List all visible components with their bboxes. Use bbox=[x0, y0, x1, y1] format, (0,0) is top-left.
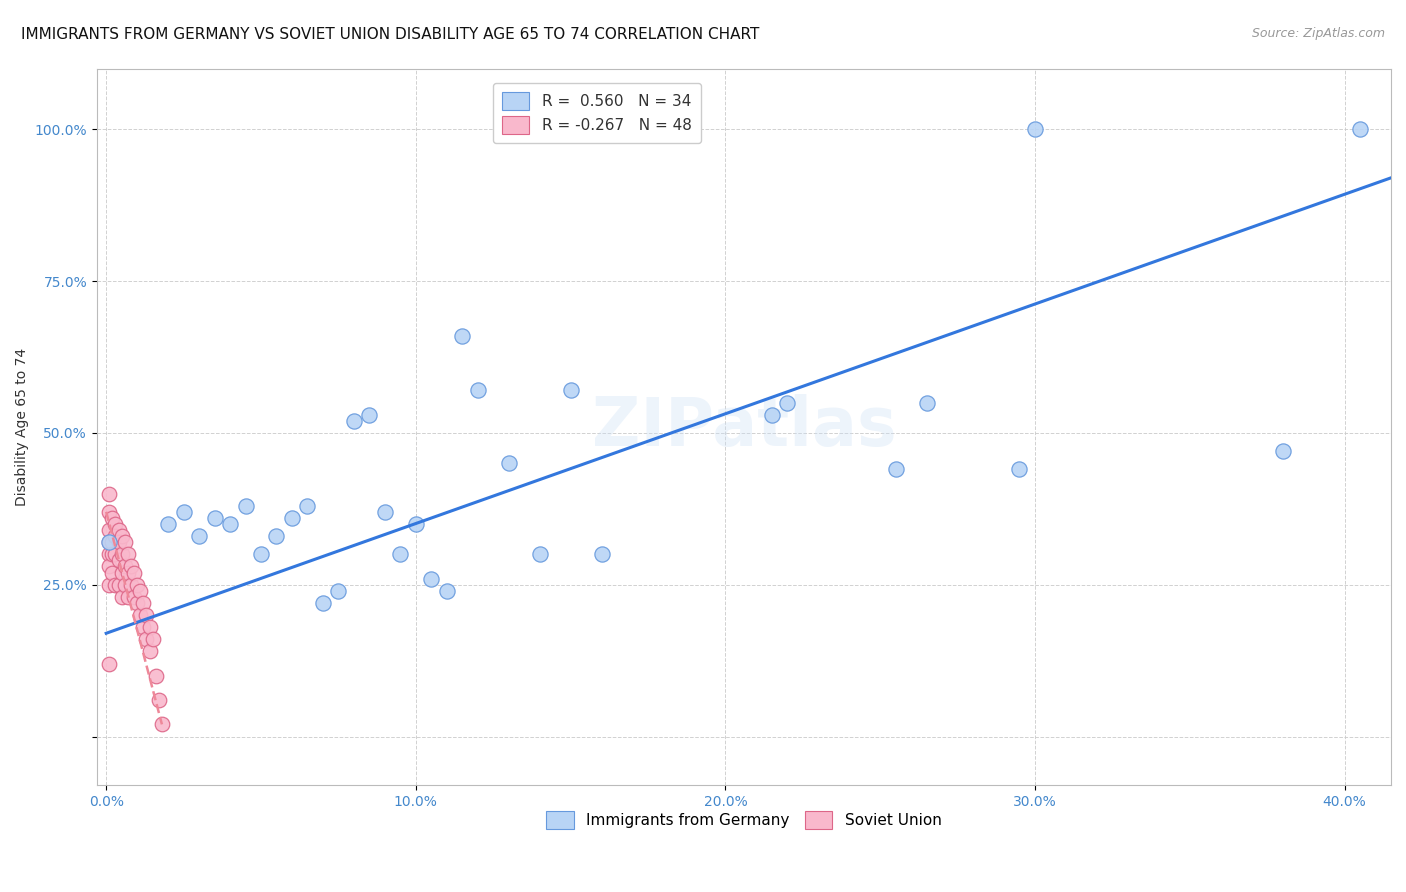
Point bbox=[436, 583, 458, 598]
Point bbox=[219, 516, 242, 531]
Point bbox=[127, 577, 149, 591]
Point bbox=[498, 456, 520, 470]
Point bbox=[120, 559, 142, 574]
Point bbox=[122, 590, 145, 604]
Point bbox=[104, 577, 127, 591]
Point bbox=[266, 529, 288, 543]
Point bbox=[114, 559, 136, 574]
Point bbox=[111, 566, 134, 580]
Point bbox=[374, 505, 396, 519]
Point bbox=[129, 608, 152, 623]
Point bbox=[101, 566, 124, 580]
Point bbox=[467, 384, 489, 398]
Point bbox=[135, 632, 157, 647]
Point bbox=[173, 505, 195, 519]
Point bbox=[451, 328, 474, 343]
Point bbox=[98, 577, 121, 591]
Point bbox=[98, 505, 121, 519]
Point bbox=[117, 566, 139, 580]
Point bbox=[132, 620, 155, 634]
Point bbox=[1008, 462, 1031, 476]
Point bbox=[111, 529, 134, 543]
Point bbox=[204, 511, 226, 525]
Point bbox=[359, 408, 381, 422]
Point bbox=[235, 499, 257, 513]
Point bbox=[250, 547, 273, 561]
Point bbox=[98, 559, 121, 574]
Point bbox=[107, 553, 129, 567]
Point bbox=[101, 511, 124, 525]
Point bbox=[104, 547, 127, 561]
Point bbox=[138, 644, 160, 658]
Point bbox=[114, 577, 136, 591]
Text: Source: ZipAtlas.com: Source: ZipAtlas.com bbox=[1251, 27, 1385, 40]
Y-axis label: Disability Age 65 to 74: Disability Age 65 to 74 bbox=[15, 348, 30, 506]
Point bbox=[776, 395, 799, 409]
Point bbox=[405, 516, 427, 531]
Point bbox=[114, 535, 136, 549]
Point bbox=[122, 566, 145, 580]
Point bbox=[111, 590, 134, 604]
Point bbox=[127, 596, 149, 610]
Point bbox=[145, 669, 167, 683]
Point bbox=[328, 583, 350, 598]
Point bbox=[132, 596, 155, 610]
Point bbox=[98, 547, 121, 561]
Point bbox=[529, 547, 551, 561]
Point bbox=[148, 693, 170, 707]
Point bbox=[420, 572, 443, 586]
Point bbox=[312, 596, 335, 610]
Point bbox=[1024, 122, 1046, 136]
Point bbox=[107, 523, 129, 537]
Point bbox=[117, 590, 139, 604]
Point bbox=[389, 547, 412, 561]
Point bbox=[138, 620, 160, 634]
Point bbox=[1271, 444, 1294, 458]
Point bbox=[281, 511, 304, 525]
Point bbox=[297, 499, 319, 513]
Point bbox=[884, 462, 907, 476]
Point bbox=[98, 535, 121, 549]
Point bbox=[343, 414, 366, 428]
Point bbox=[107, 577, 129, 591]
Point bbox=[101, 547, 124, 561]
Point bbox=[98, 486, 121, 500]
Point bbox=[1348, 122, 1371, 136]
Point bbox=[107, 535, 129, 549]
Point bbox=[98, 657, 121, 671]
Text: IMMIGRANTS FROM GERMANY VS SOVIET UNION DISABILITY AGE 65 TO 74 CORRELATION CHAR: IMMIGRANTS FROM GERMANY VS SOVIET UNION … bbox=[21, 27, 759, 42]
Point bbox=[98, 535, 121, 549]
Point bbox=[104, 529, 127, 543]
Text: ZIPatlas: ZIPatlas bbox=[592, 393, 896, 459]
Point bbox=[157, 516, 180, 531]
Point bbox=[761, 408, 783, 422]
Point bbox=[560, 384, 582, 398]
Point bbox=[104, 516, 127, 531]
Point bbox=[98, 523, 121, 537]
Point bbox=[101, 535, 124, 549]
Point bbox=[915, 395, 938, 409]
Point bbox=[111, 547, 134, 561]
Point bbox=[129, 583, 152, 598]
Legend: Immigrants from Germany, Soviet Union: Immigrants from Germany, Soviet Union bbox=[540, 805, 948, 835]
Point bbox=[117, 547, 139, 561]
Point bbox=[135, 608, 157, 623]
Point bbox=[150, 717, 173, 731]
Point bbox=[591, 547, 613, 561]
Point bbox=[120, 577, 142, 591]
Point bbox=[142, 632, 165, 647]
Point bbox=[188, 529, 211, 543]
